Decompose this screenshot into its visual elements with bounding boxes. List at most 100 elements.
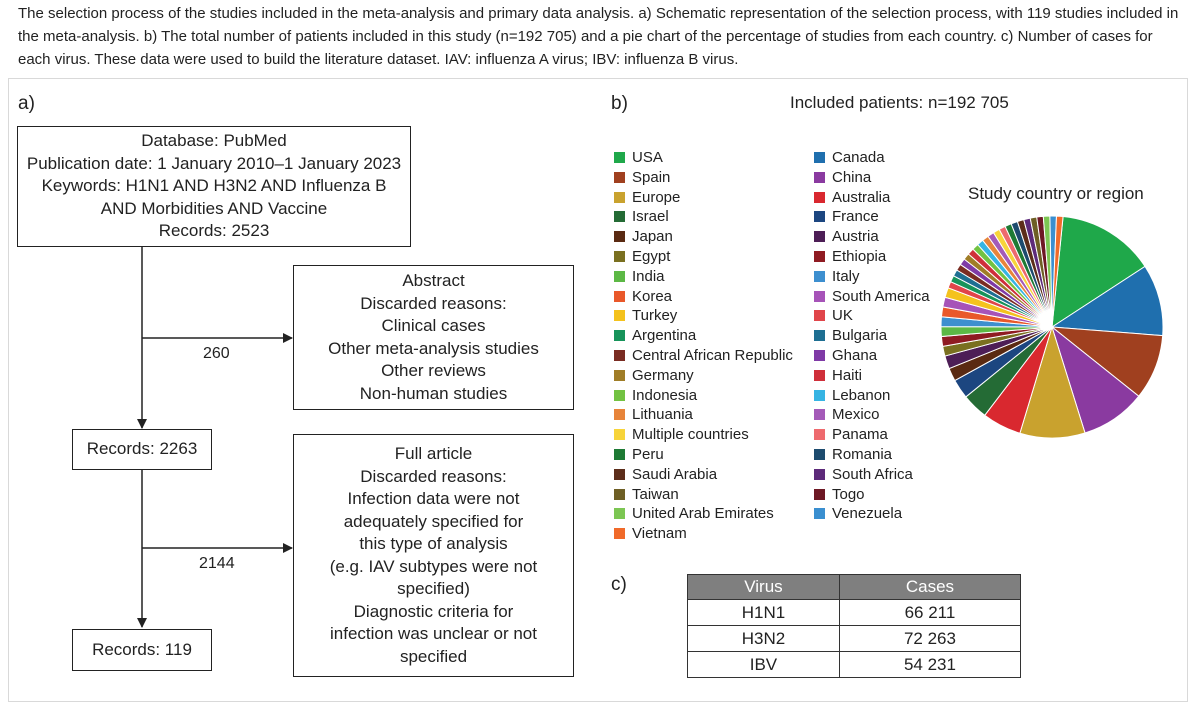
legend-label: Haiti — [832, 366, 863, 384]
legend-swatch — [614, 310, 625, 322]
legend-swatch — [814, 449, 825, 460]
legend-label: Central African Republic — [632, 347, 793, 364]
legend-swatch — [814, 468, 825, 480]
full-article-discarded-count: 2144 — [199, 555, 235, 572]
legend-swatch — [614, 270, 625, 282]
figure-caption: The selection process of the studies inc… — [18, 5, 1179, 68]
legend-swatch — [814, 171, 825, 183]
legend-label: Italy — [832, 267, 860, 285]
panel-c-label: c) — [611, 574, 627, 595]
legend-label: Panama — [832, 426, 888, 444]
legend-label: France — [832, 208, 879, 226]
pie-slice-vietnam — [1051, 215, 1064, 328]
legend-label: Canada — [832, 149, 885, 166]
legend-label: Venezuela — [832, 505, 903, 523]
legend-item: Togo — [814, 485, 865, 504]
table-row: H1N1 66 211 — [687, 599, 1022, 626]
legend-item: Australia — [814, 188, 890, 207]
legend-swatch — [814, 211, 825, 223]
full-article-title: Full article — [394, 444, 473, 463]
records-2263-box: Records: 2263 — [72, 429, 212, 470]
legend-label: Saudi Arabia — [632, 465, 718, 483]
legend-swatch — [814, 270, 825, 282]
legend-item: China — [814, 168, 871, 187]
legend-item: Central African Republic — [614, 346, 793, 365]
legend-label: South Africa — [832, 465, 913, 483]
legend-swatch — [614, 191, 625, 203]
legend-label: India — [632, 267, 665, 285]
database-box: Database: PubMed Publication date: 1 Jan… — [17, 126, 411, 247]
legend-swatch — [614, 488, 625, 500]
pie-title: Study country or region — [968, 184, 1144, 203]
pie-chart — [940, 215, 1164, 439]
legend-swatch — [814, 231, 825, 243]
legend-swatch — [614, 330, 625, 342]
legend-swatch — [614, 528, 625, 540]
legend-label: Ethiopia — [832, 248, 887, 265]
legend-item: South America — [814, 287, 930, 306]
keywords-line-2: AND Morbidities AND Vaccine — [100, 198, 328, 218]
legend-item: Haiti — [814, 366, 862, 385]
column-header-cases: Cases — [838, 574, 1022, 600]
full-article-line: specified) — [397, 579, 470, 598]
records-2523: Records: 2523 — [158, 221, 270, 241]
legend-item: Saudi Arabia — [614, 465, 717, 484]
legend-label: South America — [832, 287, 930, 305]
legend-label: Mexico — [832, 406, 880, 424]
full-article-line: Discarded reasons: — [360, 466, 507, 486]
legend-item: Austria — [814, 227, 879, 246]
records-119: Records: 119 — [92, 639, 192, 659]
legend-swatch — [614, 369, 625, 381]
legend-item: Mexico — [814, 405, 880, 424]
included-patients: Included patients: n=192 705 — [790, 93, 1009, 112]
legend-label: Indonesia — [632, 386, 698, 404]
legend-swatch — [614, 231, 625, 243]
legend-item: Korea — [614, 287, 672, 306]
legend-swatch — [614, 429, 625, 441]
legend-label: Togo — [832, 485, 865, 503]
abstract-line: Discarded reasons: — [360, 293, 507, 313]
virus-cases-table: Virus Cases H1N1 66 211 H3N2 72 263 IBV … — [687, 574, 1022, 678]
legend-label: Korea — [632, 287, 673, 305]
legend-swatch — [814, 409, 825, 421]
legend-label: Ghana — [832, 347, 878, 364]
virus-cell: H3N2 — [687, 625, 840, 652]
column-header-virus: Virus — [687, 574, 840, 600]
legend-swatch — [614, 409, 625, 421]
legend-item: Romania — [814, 445, 892, 464]
legend-label: China — [832, 168, 872, 186]
legend-label: Egypt — [632, 248, 671, 265]
records-2263: Records: 2263 — [86, 439, 198, 459]
virus-cell: IBV — [687, 651, 840, 678]
legend-item: Ghana — [814, 346, 877, 365]
legend-label: Austria — [832, 228, 879, 246]
full-article-line: specified — [399, 646, 468, 666]
legend-label: Argentina — [632, 327, 697, 345]
legend-label: Germany — [632, 366, 694, 384]
legend-item: France — [814, 207, 879, 226]
abstract-line: Other meta-analysis studies — [328, 338, 539, 358]
legend-label: Taiwan — [632, 485, 679, 503]
legend-item: Bulgaria — [814, 326, 887, 345]
legend-item: Panama — [814, 425, 888, 444]
legend-label: Peru — [632, 446, 664, 463]
legend-item: Europe — [614, 188, 680, 207]
legend-label: Spain — [632, 168, 671, 186]
legend-swatch — [814, 369, 825, 381]
full-article-box: Full article Discarded reasons: Infectio… — [293, 434, 574, 677]
legend-swatch — [614, 468, 625, 480]
legend-item: South Africa — [814, 465, 913, 484]
legend-swatch — [814, 350, 825, 361]
legend-item: Argentina — [614, 326, 696, 345]
legend-swatch — [614, 290, 625, 302]
legend-swatch — [614, 389, 625, 401]
publication-date-line: Publication date: 1 January 2010–1 Janua… — [26, 153, 402, 173]
legend-label: Vietnam — [632, 525, 687, 543]
full-article-line: (e.g. IAV subtypes were not — [329, 556, 538, 576]
full-article-line: Diagnostic criteria for — [353, 601, 514, 621]
legend-item: USA — [614, 148, 663, 167]
legend-swatch — [814, 251, 825, 262]
abstract-line: Clinical cases — [381, 316, 486, 335]
legend-swatch — [814, 508, 825, 520]
virus-cell: H1N1 — [687, 599, 840, 626]
